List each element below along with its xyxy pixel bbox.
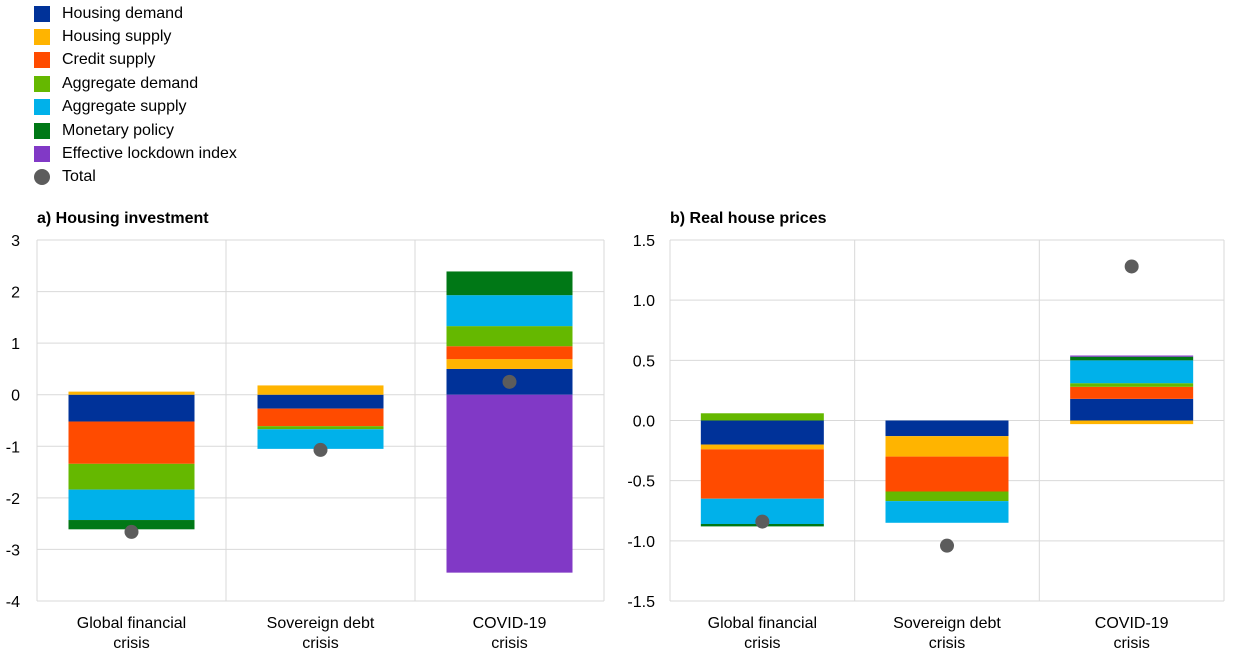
bar-segment-credit-supply [257,408,384,427]
bar-segment-aggregate-demand [700,413,824,421]
bar-segment-credit-supply [1070,386,1194,399]
total-point [1124,259,1139,274]
chart-title: a) Housing investment [37,210,209,227]
total-point [502,374,517,389]
legend-item-housing-supply: Housing supply [34,25,237,48]
total-point [755,514,770,529]
legend-label: Aggregate supply [62,98,187,116]
legend-label: Credit supply [62,51,156,69]
bar-segment-housing-demand [257,394,384,409]
bar-segment-housing-supply [885,436,1009,457]
bar-segment-housing-demand [885,420,1009,437]
bar-segment-aggregate-demand [1070,383,1194,387]
y-tick-label: 3 [11,233,20,250]
bar-segment-housing-supply [257,385,384,395]
legend-item-credit-supply: Credit supply [34,49,237,72]
x-tick-label: crisis [302,635,338,652]
y-tick-label: -3 [6,542,20,559]
legend-label: Aggregate demand [62,74,199,92]
bar-segment-monetary-policy [446,271,573,296]
legend-swatch-effective-lockdown-index [34,146,50,163]
bar-segment-monetary-policy [1070,356,1194,361]
bar-segment-aggregate-supply [446,295,573,327]
chart-panel-2: b) Real house prices 1.5 1.0 0.5 0.0 -0.5 -1.0… [627,210,1225,652]
bar-segment-credit-supply [700,449,824,499]
legend-label: Housing demand [62,4,183,22]
bar-segment-aggregate-supply [1070,360,1194,384]
bar-segment-credit-supply [68,421,195,464]
y-tick-label: 0.0 [633,414,655,431]
x-tick-label: crisis [491,635,527,652]
y-tick-label: -4 [6,594,20,611]
bar-segment-housing-supply [446,359,573,369]
legend-item-housing-demand: Housing demand [34,2,237,25]
legend-item-aggregate-demand: Aggregate demand [34,72,237,95]
legend-swatch-credit-supply [34,52,50,69]
bar-segment-housing-demand [700,420,824,445]
bar-segment-effective-lockdown-index [446,394,573,573]
x-tick-label: COVID-19 [473,615,547,632]
chart-panel-1: a) Housing investment 3 2 1 0 -1 -2 -3 -4 Global … [6,210,605,652]
total-point [124,524,139,539]
legend-label: Total [62,168,96,186]
bar-segment-housing-supply [68,391,195,395]
legend-item-effective-lockdown-index: Effective lockdown index [34,142,237,165]
chart-legend: Housing demand Housing supply Credit suppl… [34,2,237,189]
bar-segment-aggregate-demand [885,491,1009,502]
legend-swatch-housing-supply [34,29,50,46]
x-tick-label: crisis [929,635,965,652]
x-tick-label: crisis [113,635,149,652]
legend-label: Housing supply [62,28,172,46]
y-tick-label: 1.5 [633,233,655,250]
bar-segment-housing-demand [68,394,195,422]
x-tick-label: Global financial [708,615,817,632]
bar-segment-effective-lockdown-index [1070,355,1194,357]
legend-swatch-total [34,169,50,186]
bar-segment-credit-supply [446,346,573,360]
legend-item-total: Total [34,166,237,189]
bar-segment-aggregate-demand [446,326,573,347]
chart-title: b) Real house prices [670,210,827,227]
y-tick-label: -2 [6,491,20,508]
y-tick-label: 0 [11,388,20,405]
legend-swatch-housing-demand [34,5,50,22]
legend-swatch-aggregate-supply [34,99,50,116]
y-tick-label: 1 [11,336,20,353]
legend-item-monetary-policy: Monetary policy [34,119,237,142]
legend-swatch-monetary-policy [34,122,50,139]
y-tick-label: 2 [11,285,20,302]
legend-swatch-aggregate-demand [34,75,50,92]
bar-segment-aggregate-supply [68,489,195,521]
y-tick-label: 0.5 [633,353,655,370]
x-tick-label: crisis [1113,635,1149,652]
y-tick-label: 1.0 [633,293,655,310]
y-tick-label: -1 [6,439,20,456]
x-tick-label: COVID-19 [1095,615,1169,632]
y-tick-label: -1.0 [627,534,655,551]
legend-label: Monetary policy [62,121,175,139]
total-point [313,442,328,457]
x-tick-label: Global financial [77,615,186,632]
bar-segment-monetary-policy [68,520,195,530]
bar-segment-aggregate-supply [885,501,1009,523]
legend-label: Effective lockdown index [62,145,237,163]
bar-segment-credit-supply [885,456,1009,492]
bar-segment-aggregate-demand [68,463,195,490]
legend-item-aggregate-supply: Aggregate supply [34,96,237,119]
bar-segment-housing-demand [1070,398,1194,421]
y-tick-label: -0.5 [627,474,655,491]
x-tick-label: Sovereign debt [893,615,1001,632]
bar-segment-housing-supply [700,444,824,450]
y-tick-label: -1.5 [627,594,655,611]
bar-segment-housing-supply [1070,420,1194,425]
x-tick-label: Sovereign debt [267,615,375,632]
bar-segment-aggregate-supply [257,429,384,449]
x-tick-label: crisis [744,635,780,652]
bar-segment-aggregate-demand [257,426,384,430]
total-point [940,538,954,553]
